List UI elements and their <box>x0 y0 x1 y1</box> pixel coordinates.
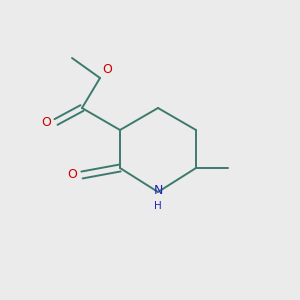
Text: O: O <box>102 63 112 76</box>
Text: O: O <box>67 169 77 182</box>
Text: O: O <box>41 116 51 128</box>
Text: N: N <box>153 184 163 197</box>
Text: H: H <box>154 201 162 211</box>
